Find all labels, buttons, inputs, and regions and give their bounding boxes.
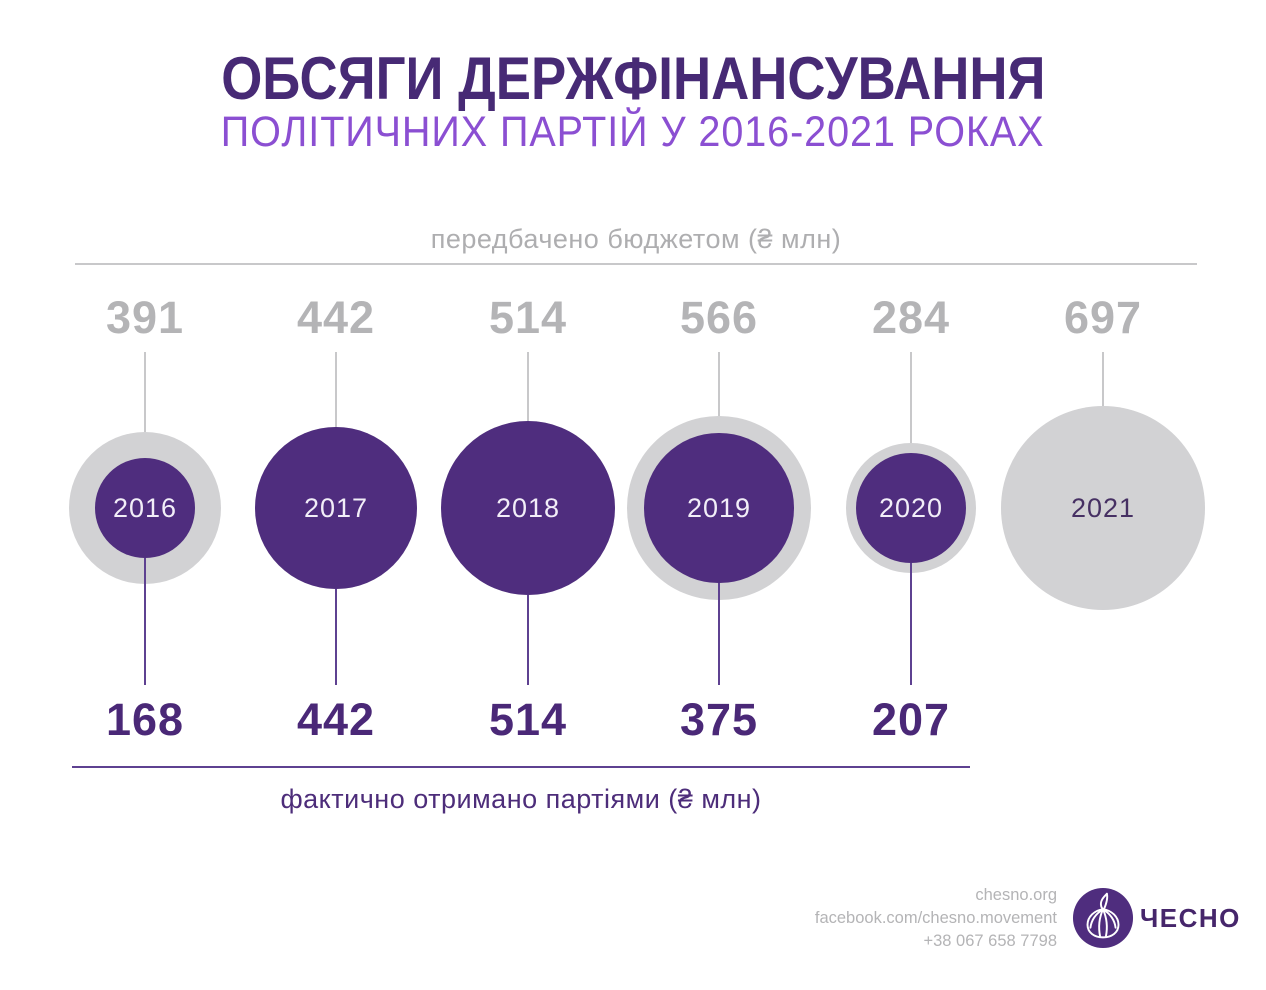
connector-line-bottom bbox=[910, 563, 912, 685]
year-label: 2018 bbox=[495, 493, 561, 523]
actual-circle bbox=[644, 433, 794, 583]
top-axis-label: передбачено бюджетом (₴ млн) bbox=[430, 224, 842, 254]
footer-facebook: facebook.com/chesno.movement bbox=[814, 909, 1057, 927]
page-title: ОБСЯГИ ДЕРЖФІНАНСУВАННЯ bbox=[220, 45, 1046, 112]
actual-value-label: 375 bbox=[679, 694, 759, 745]
connector-line-top bbox=[144, 352, 146, 432]
budget-circle bbox=[1001, 406, 1205, 610]
bottom-axis-label: фактично отримано партіями (₴ млн) bbox=[280, 784, 762, 814]
connector-line-top bbox=[718, 352, 720, 417]
actual-circle bbox=[95, 458, 195, 558]
year-label: 2020 bbox=[878, 493, 944, 523]
actual-circle bbox=[855, 452, 967, 564]
actual-circle bbox=[440, 420, 616, 596]
connector-line-top bbox=[335, 352, 337, 428]
garlic-icon bbox=[1072, 887, 1134, 949]
year-label: 2017 bbox=[303, 493, 369, 523]
year-label: 2019 bbox=[686, 493, 752, 523]
actual-value-label: 514 bbox=[488, 694, 568, 745]
connector-line-bottom bbox=[144, 557, 146, 685]
budget-value-label: 514 bbox=[488, 292, 568, 343]
actual-circle bbox=[255, 427, 417, 589]
year-label: 2016 bbox=[112, 493, 178, 523]
footer-website: chesno.org bbox=[975, 886, 1057, 904]
connector-line-bottom bbox=[335, 588, 337, 685]
page-subtitle: ПОЛІТИЧНИХ ПАРТІЙ У 2016-2021 РОКАХ bbox=[221, 108, 1045, 156]
actual-value-label: 207 bbox=[871, 694, 951, 745]
budget-value-label: 697 bbox=[1063, 292, 1143, 343]
connector-line-top bbox=[1102, 352, 1104, 407]
budget-value-label: 284 bbox=[871, 292, 951, 343]
bottom-rule bbox=[72, 766, 970, 768]
year-label: 2021 bbox=[1070, 493, 1136, 523]
connector-line-bottom bbox=[718, 582, 720, 685]
footer-contacts: chesno.org facebook.com/chesno.movement … bbox=[600, 884, 1057, 953]
connector-line-bottom bbox=[527, 595, 529, 685]
connector-line-top bbox=[527, 352, 529, 421]
budget-value-label: 442 bbox=[296, 292, 376, 343]
brand-name: ЧЕСНО bbox=[1140, 903, 1241, 933]
top-rule bbox=[75, 263, 1197, 265]
footer-phone: +38 067 658 7798 bbox=[923, 932, 1057, 950]
budget-value-label: 566 bbox=[679, 292, 759, 343]
actual-value-label: 168 bbox=[105, 694, 185, 745]
actual-value-label: 442 bbox=[296, 694, 376, 745]
connector-line-top bbox=[910, 352, 912, 444]
budget-value-label: 391 bbox=[105, 292, 185, 343]
